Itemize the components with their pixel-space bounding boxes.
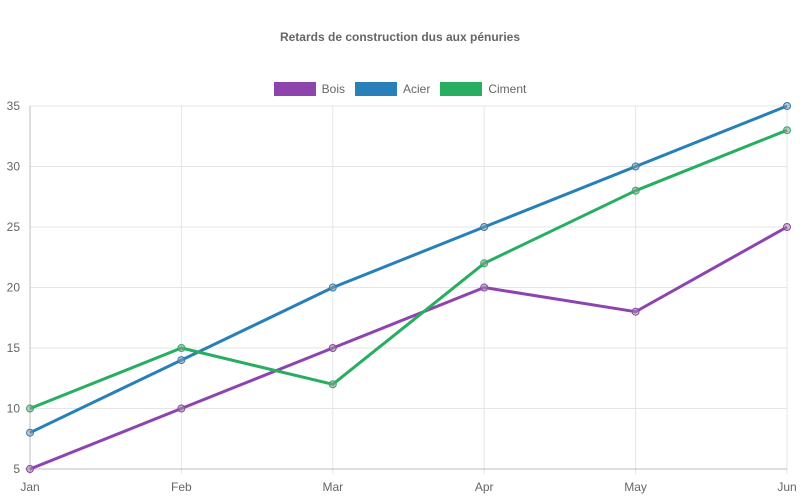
y-tick-label: 15 <box>7 341 21 355</box>
x-tick-label: Mar <box>322 480 343 494</box>
data-point-acier[interactable] <box>328 283 337 292</box>
series-line-ciment <box>29 128 788 410</box>
x-tick-label: Jan <box>20 480 39 494</box>
y-tick-label: 10 <box>7 402 21 416</box>
data-point-acier[interactable] <box>177 356 186 365</box>
axes <box>25 106 787 474</box>
data-point-bois[interactable] <box>328 344 337 352</box>
y-axis-tick-labels: 5 10 15 20 25 30 35 <box>7 99 21 476</box>
series-line-acier <box>29 104 788 435</box>
series-line-bois <box>29 225 788 471</box>
data-point-bois[interactable] <box>631 307 640 316</box>
data-point-acier[interactable] <box>480 223 489 231</box>
legend-label-bois: Bois <box>321 82 345 96</box>
legend-item-ciment[interactable]: Ciment <box>440 82 526 96</box>
legend-swatch-bois <box>273 82 316 96</box>
x-tick-label: Feb <box>171 480 192 494</box>
legend: Bois Acier Ciment <box>0 82 800 96</box>
y-tick-label: 30 <box>7 160 21 174</box>
data-point-acier[interactable] <box>631 162 640 171</box>
legend-item-acier[interactable]: Acier <box>354 82 431 96</box>
legend-label-ciment: Ciment <box>488 82 527 96</box>
x-tick-label: May <box>624 480 647 494</box>
data-point-ciment[interactable] <box>631 186 640 195</box>
data-point-bois[interactable] <box>177 404 186 413</box>
data-point-ciment[interactable] <box>26 404 34 413</box>
legend-label-acier: Acier <box>402 82 431 96</box>
data-series <box>26 102 791 473</box>
data-point-ciment[interactable] <box>328 380 337 389</box>
legend-swatch-acier <box>354 82 397 96</box>
data-point-bois[interactable] <box>26 465 34 473</box>
y-tick-label: 25 <box>7 220 21 234</box>
y-tick-label: 20 <box>7 281 21 295</box>
data-point-acier[interactable] <box>26 428 34 437</box>
data-point-ciment[interactable] <box>177 344 186 352</box>
x-tick-label: Apr <box>475 480 494 494</box>
chart-title: Retards de construction dus aux pénuries <box>279 30 521 44</box>
y-tick-label: 5 <box>13 462 20 476</box>
legend-item-bois[interactable]: Bois <box>273 82 345 96</box>
x-tick-label: Jun <box>777 480 796 494</box>
data-point-ciment[interactable] <box>480 259 489 268</box>
legend-swatch-ciment <box>440 82 483 96</box>
data-point-acier[interactable] <box>783 102 791 110</box>
y-tick-label: 35 <box>7 99 21 113</box>
data-point-ciment[interactable] <box>783 126 791 135</box>
data-point-bois[interactable] <box>480 283 489 292</box>
x-axis-tick-labels: Jan Feb Mar Apr May Jun <box>20 480 796 494</box>
data-point-bois[interactable] <box>783 223 791 231</box>
